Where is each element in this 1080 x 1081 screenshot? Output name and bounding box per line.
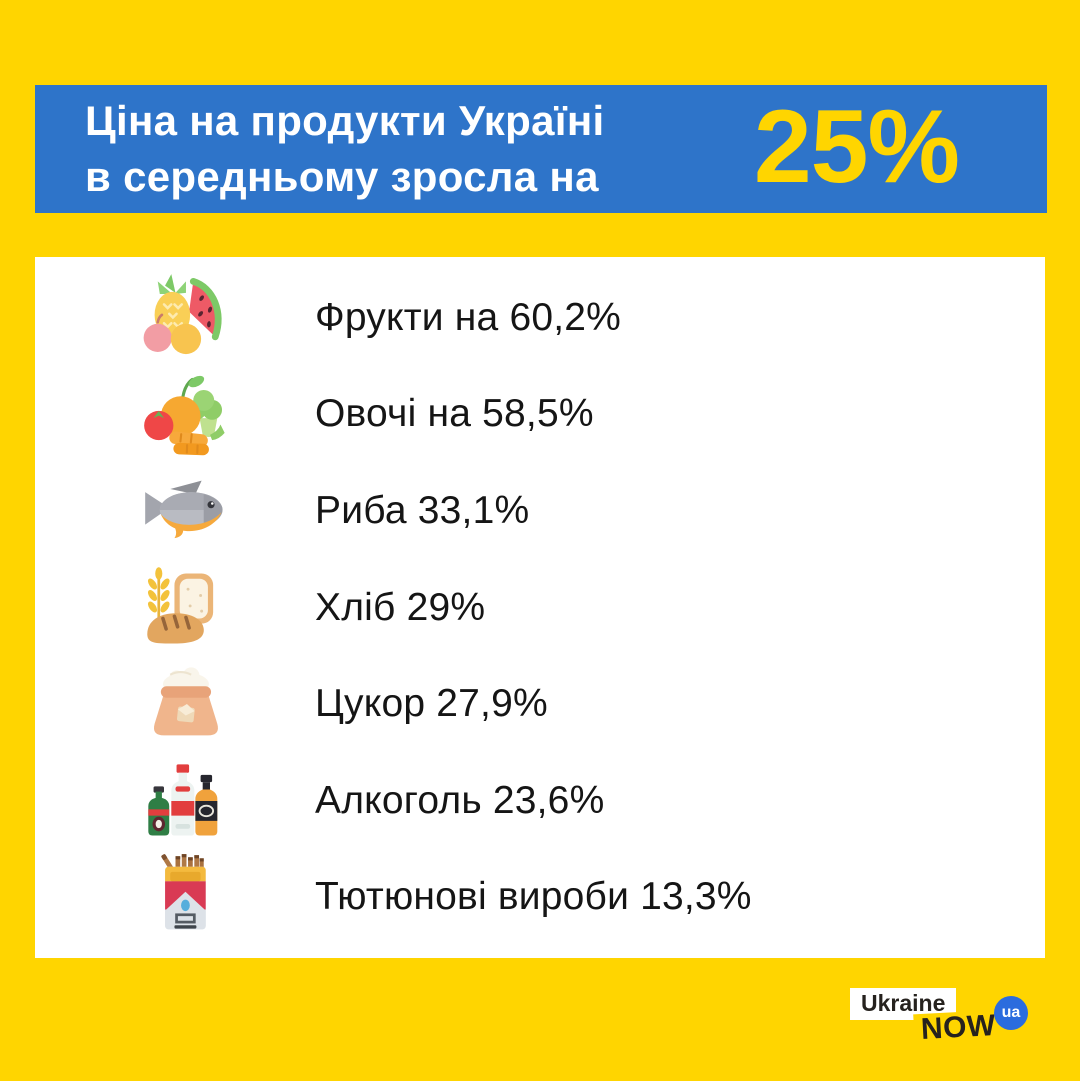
- logo-now-text: NOW: [913, 1009, 1004, 1048]
- list-item-alcohol: Алкоголь 23,6%: [35, 755, 1045, 847]
- vegetables-icon: [141, 368, 233, 460]
- item-label: Фрукти на 60,2%: [315, 295, 622, 339]
- header-banner: Ціна на продукти Україні в середньому зр…: [35, 85, 1047, 213]
- alcohol-icon: [141, 755, 233, 847]
- logo-ua-badge: ua: [994, 996, 1028, 1030]
- sugar-icon: [141, 658, 233, 750]
- list-item-tobacco: Тютюнові вироби 13,3%: [35, 851, 1045, 943]
- list-item-sugar: Цукор 27,9%: [35, 658, 1045, 750]
- fruits-icon: [141, 272, 233, 364]
- fish-icon: [141, 465, 233, 557]
- banner-percent-value: 25%: [753, 89, 960, 205]
- list-item-fish: Риба 33,1%: [35, 465, 1045, 557]
- ukraine-now-logo: Ukraine NOW ua: [850, 988, 1046, 1048]
- item-label: Тютюнові вироби 13,3%: [315, 875, 752, 919]
- list-item-vegetables: Овочі на 58,5%: [35, 368, 1045, 460]
- item-label: Риба 33,1%: [315, 488, 530, 532]
- list-item-fruits: Фрукти на 60,2%: [35, 272, 1045, 364]
- logo-ukraine-text: Ukraine: [850, 988, 957, 1020]
- list-item-bread: Хліб 29%: [35, 562, 1045, 654]
- item-label: Хліб 29%: [315, 585, 486, 629]
- item-label: Цукор 27,9%: [315, 682, 548, 726]
- banner-title: Ціна на продукти Україні в середньому зр…: [85, 97, 605, 200]
- item-label: Алкоголь 23,6%: [315, 778, 605, 822]
- bread-icon: [141, 562, 233, 654]
- item-label: Овочі на 58,5%: [315, 392, 594, 436]
- items-card: Фрукти на 60,2%: [35, 257, 1045, 958]
- tobacco-icon: [141, 851, 233, 943]
